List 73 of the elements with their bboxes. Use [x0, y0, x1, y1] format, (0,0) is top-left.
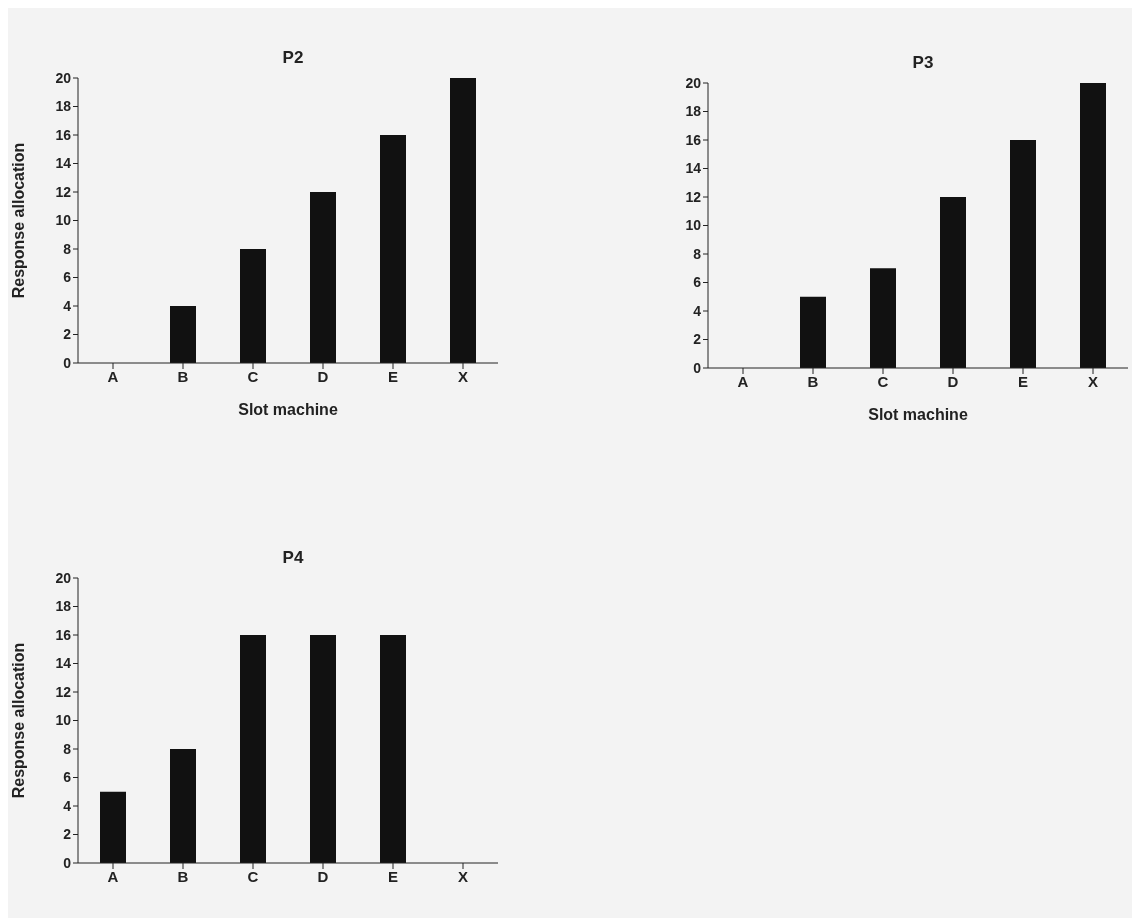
bar [380, 135, 406, 363]
x-tick-label: C [247, 867, 259, 885]
chart-title: P3 [911, 53, 935, 73]
bar [450, 78, 476, 363]
chart-title: P4 [281, 548, 305, 568]
x-tick-label: B [177, 367, 189, 385]
y-tick-label: 6 [63, 269, 72, 286]
y-tick-label: 0 [63, 354, 72, 371]
x-axis-title: Slot machine [238, 401, 338, 418]
y-tick-label: 18 [685, 103, 702, 120]
x-tick-label: X [1087, 372, 1099, 390]
bar [1010, 140, 1036, 368]
bar [310, 192, 336, 363]
y-axis-title: Response allocation [9, 642, 27, 799]
x-tick-label: C [247, 367, 259, 385]
bar [310, 635, 336, 863]
x-tick-label: B [177, 867, 189, 885]
x-tick-label: E [387, 867, 399, 885]
x-tick-label: A [107, 367, 119, 385]
x-axis-title: Slot machine [868, 406, 968, 423]
bar [870, 268, 896, 368]
bar [240, 249, 266, 363]
y-tick-label: 12 [685, 188, 702, 205]
y-tick-label: 20 [55, 569, 72, 586]
y-tick-label: 16 [55, 626, 72, 643]
x-tick-label: B [807, 372, 819, 390]
x-tick-label: E [1017, 372, 1029, 390]
x-tick-label: D [317, 367, 329, 385]
y-tick-label: 4 [693, 302, 702, 319]
y-tick-label: 10 [55, 712, 72, 729]
y-tick-label: 14 [55, 655, 72, 672]
bar [170, 749, 196, 863]
y-tick-label: 18 [55, 98, 72, 115]
y-tick-label: 16 [55, 126, 72, 143]
y-tick-label: 10 [55, 212, 72, 229]
x-tick-label: D [317, 867, 329, 885]
y-tick-label: 12 [55, 183, 72, 200]
y-tick-label: 18 [55, 598, 72, 615]
x-tick-label: X [457, 367, 469, 385]
y-tick-label: 12 [55, 683, 72, 700]
y-tick-label: 14 [685, 160, 702, 177]
x-tick-label: C [877, 372, 889, 390]
x-tick-label: A [107, 867, 119, 885]
y-tick-label: 4 [63, 797, 72, 814]
bar [240, 635, 266, 863]
bar [800, 296, 826, 368]
y-tick-label: 6 [63, 769, 72, 786]
bar [170, 306, 196, 363]
y-tick-label: 14 [55, 155, 72, 172]
y-tick-label: 8 [693, 245, 702, 262]
x-tick-label: A [737, 372, 749, 390]
y-tick-label: 8 [63, 240, 72, 257]
x-tick-label: D [947, 372, 959, 390]
y-axis-title: Response allocation [9, 142, 27, 299]
x-tick-label: X [457, 867, 469, 885]
bar [1080, 83, 1106, 368]
x-tick-label: E [387, 367, 399, 385]
chart-title: P2 [281, 48, 305, 68]
bar [380, 635, 406, 863]
y-tick-label: 16 [685, 131, 702, 148]
y-tick-label: 4 [63, 297, 72, 314]
y-tick-label: 2 [693, 331, 702, 348]
bar [100, 791, 126, 863]
y-tick-label: 10 [685, 217, 702, 234]
y-tick-label: 8 [63, 740, 72, 757]
y-tick-label: 0 [63, 854, 72, 871]
bar [940, 197, 966, 368]
y-tick-label: 0 [693, 359, 702, 376]
y-tick-label: 20 [55, 69, 72, 86]
y-tick-label: 2 [63, 826, 72, 843]
y-tick-label: 20 [685, 74, 702, 91]
y-tick-label: 6 [693, 274, 702, 291]
y-tick-label: 2 [63, 326, 72, 343]
